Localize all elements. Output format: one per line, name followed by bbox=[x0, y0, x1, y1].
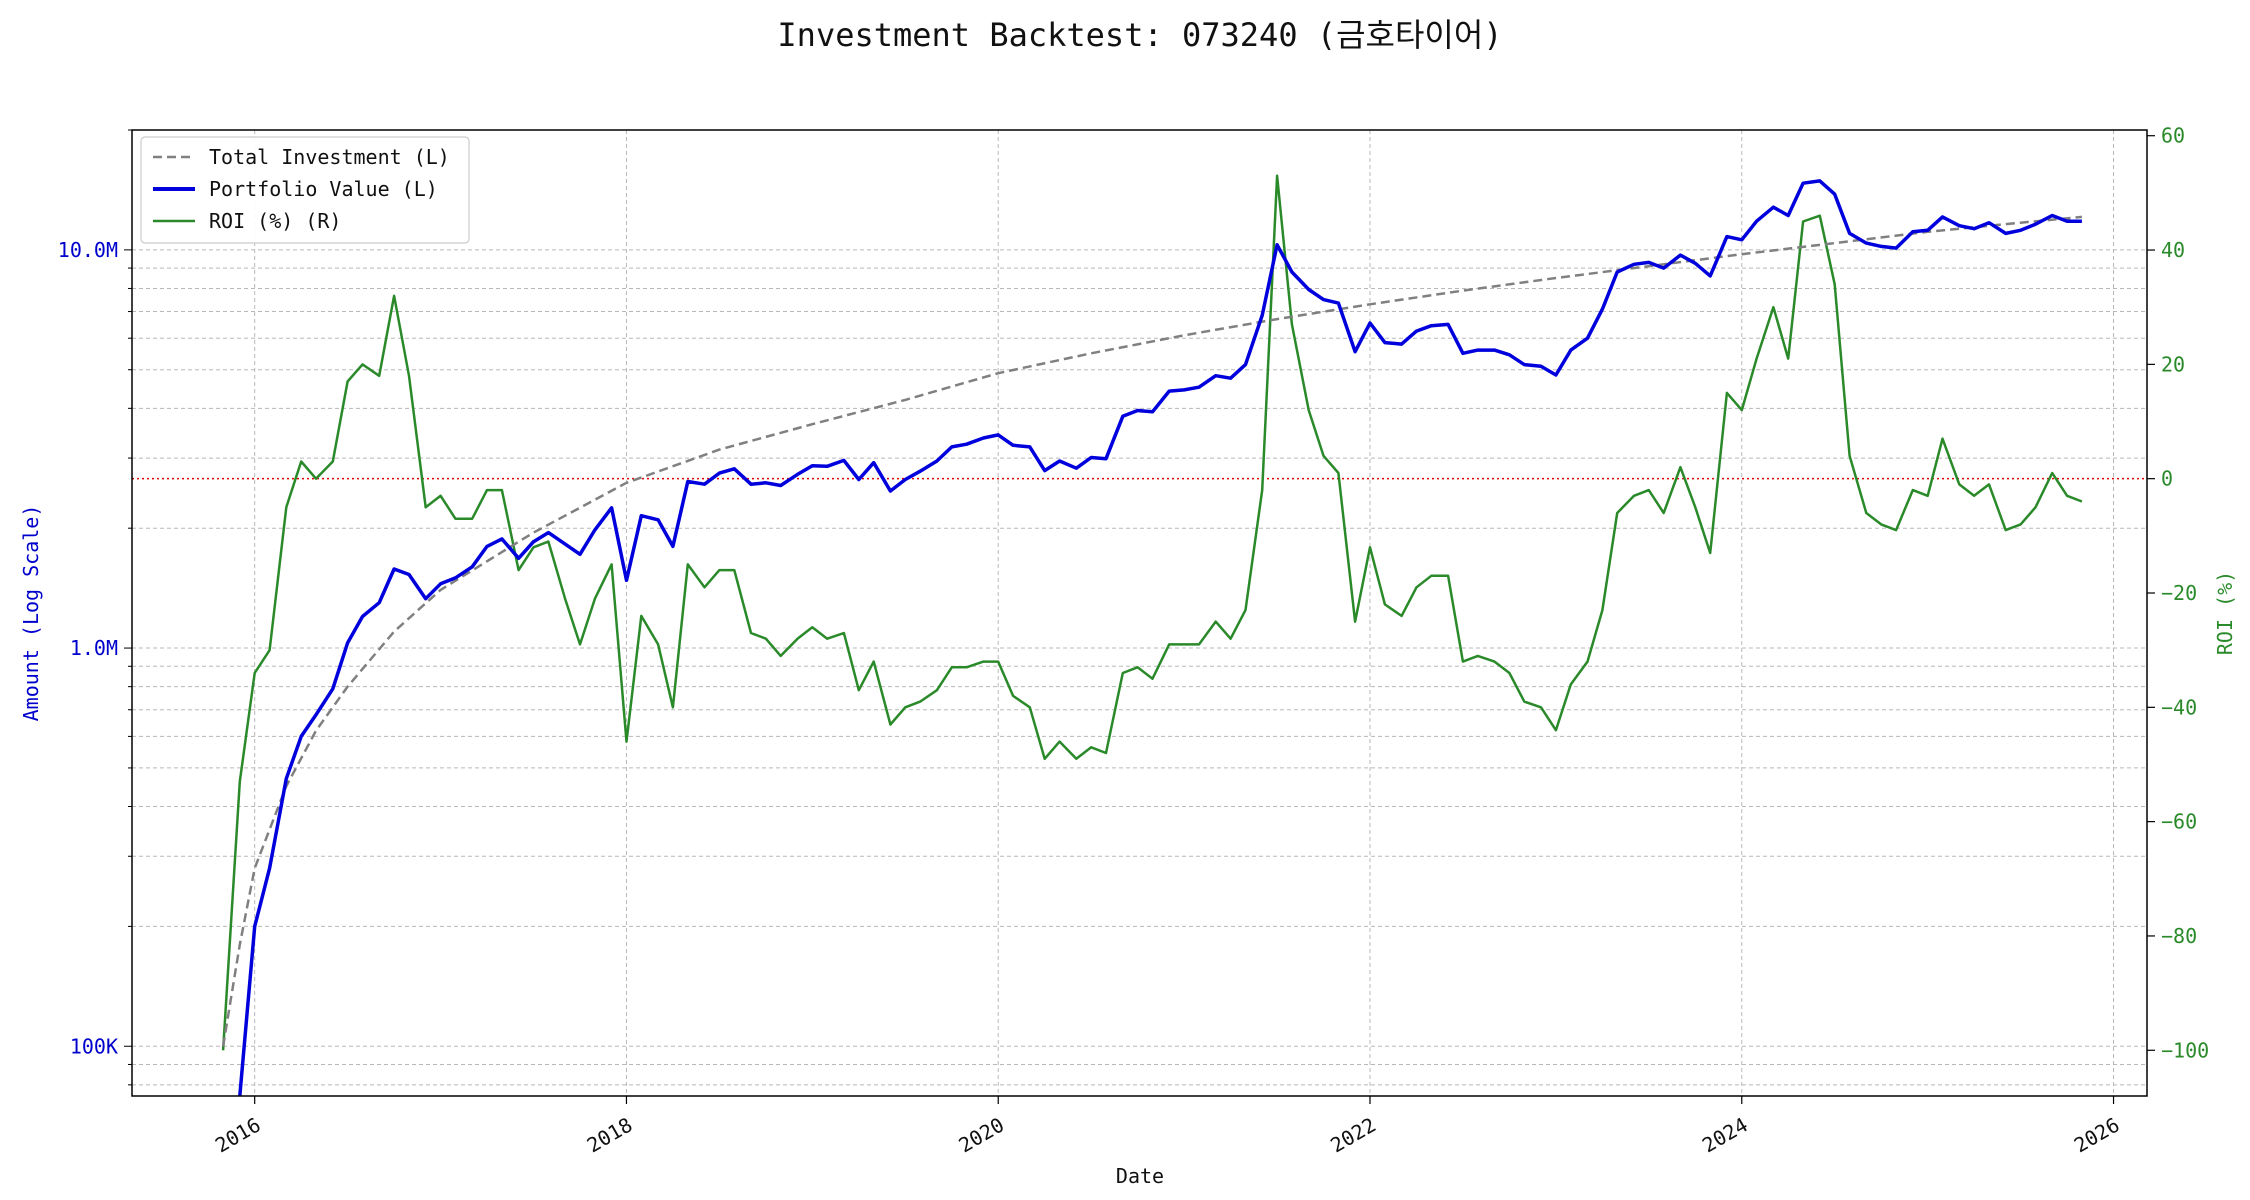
legend-label-total-investment: Total Investment (L) bbox=[209, 145, 450, 169]
y-right-tick-label: 0 bbox=[2161, 467, 2173, 491]
y-right-tick-label: −80 bbox=[2161, 924, 2197, 948]
legend: Total Investment (L) Portfolio Value (L)… bbox=[140, 136, 470, 244]
roi-line bbox=[221, 174, 2083, 1051]
series-layer bbox=[221, 174, 2083, 1097]
y-right-axis-label: ROI (%) bbox=[2213, 571, 2237, 655]
total-investment-line bbox=[221, 215, 2083, 1047]
portfolio-value-line bbox=[238, 179, 2082, 1097]
plot-frame bbox=[131, 129, 2148, 1097]
y-left-tick-label: 100K bbox=[70, 1034, 118, 1058]
y-right-tick-label: 60 bbox=[2161, 124, 2185, 148]
y-left-tick-label: 10.0M bbox=[58, 238, 118, 262]
y-right-tick-label: 20 bbox=[2161, 352, 2185, 376]
y-right-tick-label: −20 bbox=[2161, 581, 2197, 605]
y-left-tick-label: 1.0M bbox=[70, 636, 118, 660]
y-left-axis-label: Amount (Log Scale) bbox=[19, 505, 43, 722]
chart-title: Investment Backtest: 073240 (금호타이어) bbox=[777, 16, 1502, 54]
legend-box bbox=[140, 136, 470, 244]
y-right-tick-label: 40 bbox=[2161, 238, 2185, 262]
y-right-tick-label: −100 bbox=[2161, 1038, 2209, 1062]
x-axis-label: Date bbox=[1116, 1164, 1164, 1188]
legend-label-portfolio-value: Portfolio Value (L) bbox=[209, 177, 438, 201]
y-right-tick-label: −40 bbox=[2161, 695, 2197, 719]
grid-layer bbox=[132, 129, 2147, 1096]
legend-label-roi: ROI (%) (R) bbox=[209, 209, 341, 233]
y-right-tick-label: −60 bbox=[2161, 810, 2197, 834]
